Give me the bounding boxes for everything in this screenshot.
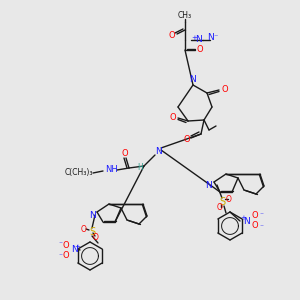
Text: ⁻: ⁻: [259, 223, 263, 232]
Text: O: O: [122, 149, 128, 158]
Text: ⁻: ⁻: [58, 251, 62, 260]
Text: O: O: [63, 241, 69, 250]
Text: ⁻: ⁻: [214, 32, 218, 41]
Text: C(CH₃)₃: C(CH₃)₃: [65, 169, 93, 178]
Text: O: O: [63, 250, 69, 260]
Text: N: N: [88, 212, 95, 220]
Text: +: +: [74, 244, 80, 250]
Text: O: O: [252, 212, 258, 220]
Text: O: O: [169, 32, 175, 40]
Text: O: O: [252, 221, 258, 230]
Text: N: N: [244, 217, 250, 226]
Text: O: O: [222, 85, 228, 94]
Text: N: N: [190, 76, 196, 85]
Text: +: +: [240, 215, 246, 221]
Text: N: N: [70, 245, 77, 254]
Text: +: +: [191, 35, 197, 41]
Text: ⁻: ⁻: [259, 211, 263, 220]
Text: N: N: [207, 34, 213, 43]
Text: O: O: [217, 203, 223, 212]
Text: O: O: [197, 46, 203, 55]
Text: H: H: [137, 163, 143, 172]
Text: S: S: [89, 227, 95, 237]
Text: NH: NH: [105, 166, 117, 175]
Text: O: O: [170, 113, 176, 122]
Text: ⁻: ⁻: [58, 239, 62, 248]
Text: N: N: [196, 35, 202, 44]
Text: O: O: [184, 136, 190, 145]
Text: S: S: [219, 197, 225, 207]
Text: N: N: [206, 182, 212, 190]
Text: N: N: [154, 148, 161, 157]
Text: O: O: [93, 232, 99, 242]
Text: O: O: [226, 196, 232, 205]
Text: CH₃: CH₃: [178, 11, 192, 20]
Text: O: O: [81, 226, 87, 235]
